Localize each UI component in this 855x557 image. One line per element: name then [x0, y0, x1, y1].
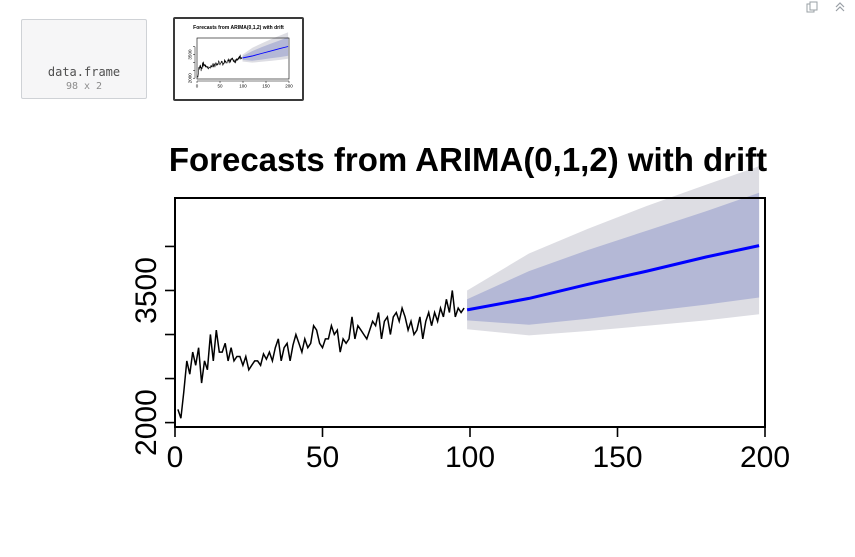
x-tick-label: 0 [167, 441, 184, 474]
y-tick-label: 2000 [130, 389, 163, 456]
y-axis: 2000 3500 [130, 245, 176, 456]
forecast-80-band [242, 37, 289, 61]
dataframe-thumbnail[interactable]: data.frame 98 x 2 [21, 19, 147, 99]
y-tick-label: 3500 [130, 257, 163, 324]
y-axis: 2000 3500 [188, 46, 196, 84]
x-tick-label: 150 [262, 84, 270, 89]
history-series-line [197, 54, 243, 78]
viewer-toolbar [805, 0, 847, 14]
x-tick-label: 200 [285, 84, 293, 89]
x-tick-label: 100 [239, 84, 247, 89]
history-series-line [177, 290, 465, 419]
plot-thumbnail-title: Forecasts from ARIMA(0,1,2) with drift [193, 25, 284, 31]
x-axis: 0 50 100 150 200 [196, 80, 293, 89]
x-tick-label: 200 [740, 441, 790, 474]
x-axis: 0 50 100 150 200 [167, 426, 790, 474]
collapse-up-icon[interactable] [833, 0, 847, 14]
x-tick-label: 0 [196, 84, 199, 89]
x-tick-label: 150 [592, 441, 642, 474]
forecast-mean-line [466, 244, 760, 312]
plot-thumbnail[interactable]: Forecasts from ARIMA(0,1,2) with drift 0… [173, 17, 304, 101]
y-tick-label: 2000 [188, 73, 193, 84]
forecast-mean-line [242, 46, 289, 59]
chart-title: Forecasts from ARIMA(0,1,2) with drift [169, 141, 767, 178]
plot-thumbnail-graphic: 0 50 100 150 200 2000 3500 [188, 32, 293, 89]
x-tick-label: 100 [445, 441, 495, 474]
x-tick-label: 50 [306, 441, 339, 474]
y-tick-label: 3500 [188, 49, 193, 60]
copy-icon[interactable] [805, 0, 819, 14]
x-tick-label: 50 [217, 84, 223, 89]
plot-frame [196, 37, 290, 80]
forecast-80-band [467, 192, 760, 325]
dataframe-thumbnail-dims: 98 x 2 [65, 81, 103, 92]
dataframe-thumbnail-title: data.frame [47, 65, 121, 79]
